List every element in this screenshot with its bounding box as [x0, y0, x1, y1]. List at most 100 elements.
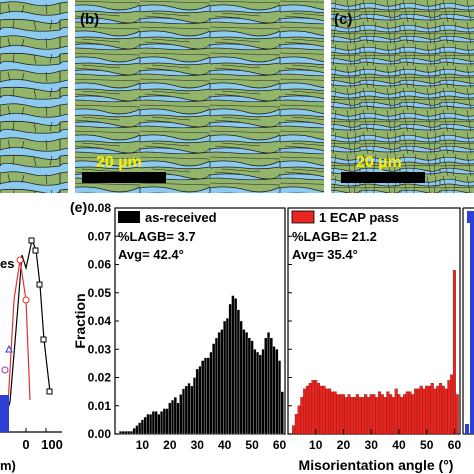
histogram-bar: [179, 394, 183, 435]
x-tick-label: 50: [420, 438, 434, 452]
legend-label-1-ecap-pass: 1 ECAP pass: [319, 210, 399, 225]
histogram-bar: [375, 397, 379, 435]
histogram-bar: [380, 394, 384, 435]
histogram-bar: [441, 385, 445, 435]
annotation-lagb-as-received: %LAGB= 3.7: [118, 229, 196, 244]
histogram-bar: [187, 383, 191, 435]
y-ticks-as-received: [115, 207, 119, 435]
y-tick-label: 0.04: [88, 314, 112, 328]
histogram-bar: [253, 349, 257, 435]
histogram-bar: [339, 394, 343, 435]
y-ticks-1-ecap-pass: [288, 207, 292, 435]
histogram-bar: [347, 394, 351, 435]
histogram-bar: [217, 332, 221, 435]
histogram-bar: [280, 391, 284, 435]
histogram-bar: [400, 397, 404, 435]
histogram-bar: [414, 388, 418, 435]
annotation-avg-1-ecap-pass: Avg= 35.4°: [292, 247, 358, 262]
histogram-bar: [353, 397, 357, 435]
histogram-bar: [450, 374, 454, 435]
x-tick-label: 50: [245, 438, 259, 452]
y-tick-label: 0.08: [88, 201, 112, 215]
histogram-bar: [314, 380, 318, 435]
histogram-bar: [452, 270, 456, 435]
histogram-bar: [355, 394, 359, 435]
histogram-bar: [275, 349, 279, 435]
histogram-bar: [184, 385, 188, 435]
histogram-bar: [439, 383, 443, 435]
histogram-bar: [129, 431, 133, 435]
histogram-bar: [427, 385, 431, 435]
histogram-bar: [303, 388, 307, 435]
y-tick-labels: 0.00 0.01 0.02 0.03 0.04 0.05 0.06 0.07 0.08: [88, 201, 112, 441]
y-tick-label: 0.07: [88, 229, 112, 243]
histogram-bar: [436, 385, 440, 435]
histogram-bar: [176, 402, 180, 435]
histogram-bar: [231, 295, 235, 435]
histogram-bar: [220, 329, 224, 435]
histogram-bar: [209, 351, 213, 435]
x-ticks-1-ecap-pass: 10 20 30 40 50 60: [309, 429, 461, 452]
histogram-bar: [366, 397, 370, 435]
histogram-bar: [247, 337, 251, 435]
micrograph-c: [331, 0, 474, 193]
histogram-bar: [394, 388, 398, 435]
histogram-bar: [267, 332, 271, 435]
histogram-bar: [127, 431, 131, 435]
histogram-bar: [162, 408, 166, 435]
histogram-bar: [433, 388, 437, 435]
panel-label-b: (b): [80, 11, 99, 28]
histogram-bar: [195, 368, 199, 435]
histogram-bar: [444, 388, 448, 435]
histogram-bar: [242, 329, 246, 435]
scale-bar-c-label: 20 µm: [356, 154, 402, 171]
histogram-bar: [336, 394, 340, 435]
histogram-bar: [157, 414, 161, 435]
left-partial-axis-text: m): [0, 458, 16, 473]
x-tick-label: 10: [136, 438, 150, 452]
histogram-bar: [149, 414, 153, 435]
x-axis-label: Misorientation angle (°): [299, 457, 454, 473]
legend-swatch-1-ecap-pass: [291, 210, 315, 224]
histogram-bar: [239, 320, 243, 435]
histogram-bar: [292, 425, 296, 435]
histogram-bar: [391, 397, 395, 435]
histogram-bar: [386, 391, 390, 435]
histogram-bar: [328, 388, 332, 435]
histogram-bar: [269, 337, 273, 435]
histogram-bar: [258, 354, 262, 435]
bars-1-ecap-pass: [292, 270, 459, 435]
legend-swatch-as-received: [118, 211, 140, 223]
x-tick-label: 60: [273, 438, 287, 452]
panel-label-c: (c): [334, 11, 352, 28]
histogram-bar: [294, 414, 298, 435]
histogram-bar: [350, 397, 354, 435]
y-tick-label: 0.03: [88, 342, 112, 356]
histogram-bar: [135, 425, 139, 435]
histogram-bar: [124, 431, 128, 435]
histogram-bar: [250, 340, 254, 435]
y-tick-label: 0.05: [88, 286, 112, 300]
histogram-bar: [317, 383, 321, 435]
histogram-bar: [378, 391, 382, 435]
histogram-bar: [411, 394, 415, 435]
y-tick-label: 0.01: [88, 399, 112, 413]
histogram-bar: [234, 298, 238, 435]
y-tick-label: 0.06: [88, 258, 112, 272]
histogram-bar: [330, 391, 334, 435]
histogram-bar: [333, 391, 337, 435]
histogram-bar: [341, 394, 345, 435]
histogram-bar: [311, 380, 315, 435]
histogram-bar: [225, 318, 229, 435]
histogram-bar: [308, 383, 312, 435]
annotation-avg-as-received: Avg= 42.4°: [118, 247, 184, 262]
right-partial-legend-swatch: [467, 211, 474, 223]
y-axis-label: Fraction: [72, 293, 88, 348]
x-tick-label: 40: [218, 438, 232, 452]
x-tick-label: 20: [163, 438, 177, 452]
histogram-bar: [201, 360, 205, 435]
histogram-bar: [160, 411, 164, 435]
panel-label-e: (e): [70, 199, 87, 215]
histogram-bar: [151, 411, 155, 435]
histogram-bar: [146, 414, 150, 435]
